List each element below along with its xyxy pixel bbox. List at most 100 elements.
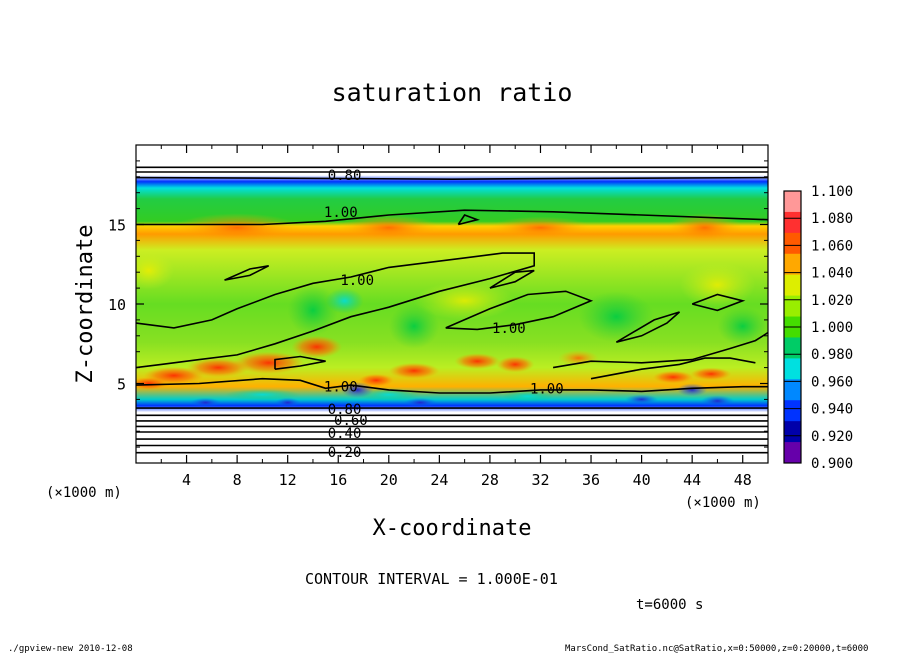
field-blob <box>186 358 250 378</box>
colorbar-swatch <box>784 232 801 255</box>
field-blob <box>578 291 655 343</box>
colorbar-swatch <box>784 191 801 213</box>
footer-right: MarsCond_SatRatio.nc@SatRatio,x=0:50000,… <box>565 644 868 654</box>
contour-line <box>489 269 535 289</box>
colorbar-swatch <box>784 295 801 318</box>
colorbar-swatch <box>784 442 801 464</box>
colorbar-label: 1.000 <box>811 320 853 336</box>
field-blob <box>454 353 501 370</box>
y-unit-label: (×1000 m) <box>46 485 122 501</box>
colorbar-label: 0.960 <box>811 374 853 390</box>
contour-interval: CONTOUR INTERVAL = 1.000E-01 <box>305 570 558 588</box>
colorbar-label: 0.900 <box>811 456 853 472</box>
field-blob <box>403 397 437 408</box>
field-blob <box>136 251 174 290</box>
field-blob <box>666 213 743 242</box>
x-tick-label: 4 <box>182 471 191 489</box>
chart-title: saturation ratio <box>332 78 573 107</box>
contour-label: 0.80 <box>328 402 362 418</box>
x-axis-label: X-coordinate <box>373 516 532 541</box>
x-tick-label: 48 <box>734 471 752 489</box>
contour-line <box>274 355 326 370</box>
field-blob <box>676 383 708 397</box>
colorbar-swatch <box>784 421 801 443</box>
x-tick-label: 8 <box>233 471 242 489</box>
contour-line <box>691 293 746 312</box>
contour-label: 0.80 <box>328 168 362 184</box>
contour-line <box>552 331 768 369</box>
field-blob <box>338 214 440 241</box>
field-blob <box>275 397 301 408</box>
contour-line <box>590 357 756 380</box>
contour-line <box>136 209 768 226</box>
field-blob <box>388 362 440 379</box>
field-blob <box>690 367 732 381</box>
field-blob <box>701 395 734 407</box>
contour-line <box>457 214 480 226</box>
field-blob <box>496 356 535 373</box>
contour-label: 0.60 <box>334 413 368 429</box>
colorbar-swatch <box>784 400 801 422</box>
colorbar-label: 0.920 <box>811 429 853 445</box>
x-tick-label: 28 <box>481 471 499 489</box>
colorbar-label: 0.940 <box>811 402 853 418</box>
colorbar-swatch <box>784 358 801 380</box>
x-tick-label: 32 <box>531 471 549 489</box>
x-tick-label: 44 <box>683 471 701 489</box>
contour-labels: 0.801.001.001.001.00 1.000.800.600.400.20 <box>324 168 564 461</box>
colorbar-label: 1.020 <box>811 293 853 309</box>
field-blob <box>287 284 339 336</box>
colorbar-swatch <box>784 253 801 276</box>
x-tick-label: 20 <box>380 471 398 489</box>
colorbar-label: 1.100 <box>811 184 853 200</box>
footer-left: ./gpview-new 2010-12-08 <box>8 644 133 654</box>
contour-label: 1.00 <box>492 321 526 337</box>
contour-label: 1.00 <box>530 381 564 397</box>
contour-line <box>224 265 270 281</box>
x-tick-label: 24 <box>430 471 448 489</box>
colorbar-swatch <box>784 211 801 234</box>
field-blob <box>325 288 364 314</box>
y-tick-label: 10 <box>108 296 126 314</box>
colorbar-swatch <box>784 379 801 401</box>
colorbar-label: 1.040 <box>811 266 853 282</box>
y-tick-label: 5 <box>117 376 126 394</box>
y-tick-label: 15 <box>108 217 126 235</box>
time-label: t=6000 s <box>636 597 703 613</box>
x-tick-label: 16 <box>329 471 347 489</box>
contour-line <box>136 252 535 369</box>
y-axis-label: Z-coordinate <box>73 225 98 384</box>
x-tick-label: 12 <box>279 471 297 489</box>
x-unit-label: (×1000 m) <box>685 495 761 511</box>
field-blob <box>489 216 592 239</box>
contour-label: 1.00 <box>340 273 374 289</box>
contour-line <box>136 377 768 394</box>
field-blob <box>224 389 301 401</box>
field-blob <box>652 370 694 384</box>
field-blob <box>173 213 301 242</box>
contour-line <box>445 290 594 331</box>
field-blob <box>388 304 440 349</box>
field-blob <box>717 307 768 346</box>
field-blob <box>291 335 343 359</box>
contour-line <box>615 311 681 343</box>
colorbar-label: 1.080 <box>811 211 853 227</box>
heatmap-field <box>136 145 768 463</box>
colorbar: 1.100 1.080 1.060 1.040 1.020 1.000 0.980 0.960… <box>783 184 853 472</box>
field-blob <box>358 373 394 387</box>
contour-label: 1.00 <box>324 205 358 221</box>
x-tick-label: 36 <box>582 471 600 489</box>
field-blob <box>136 377 168 390</box>
field-blob <box>502 390 554 402</box>
contour-label: 0.20 <box>328 445 362 461</box>
field-blob <box>679 262 756 308</box>
contour-label: 0.40 <box>328 426 362 442</box>
contour-label: 1.00 <box>324 380 358 396</box>
colorbar-label: 0.980 <box>811 347 853 363</box>
colorbar-label: 1.060 <box>811 238 853 254</box>
field-blob <box>190 397 221 408</box>
x-tick-label: 40 <box>633 471 651 489</box>
field-blob <box>625 394 659 405</box>
